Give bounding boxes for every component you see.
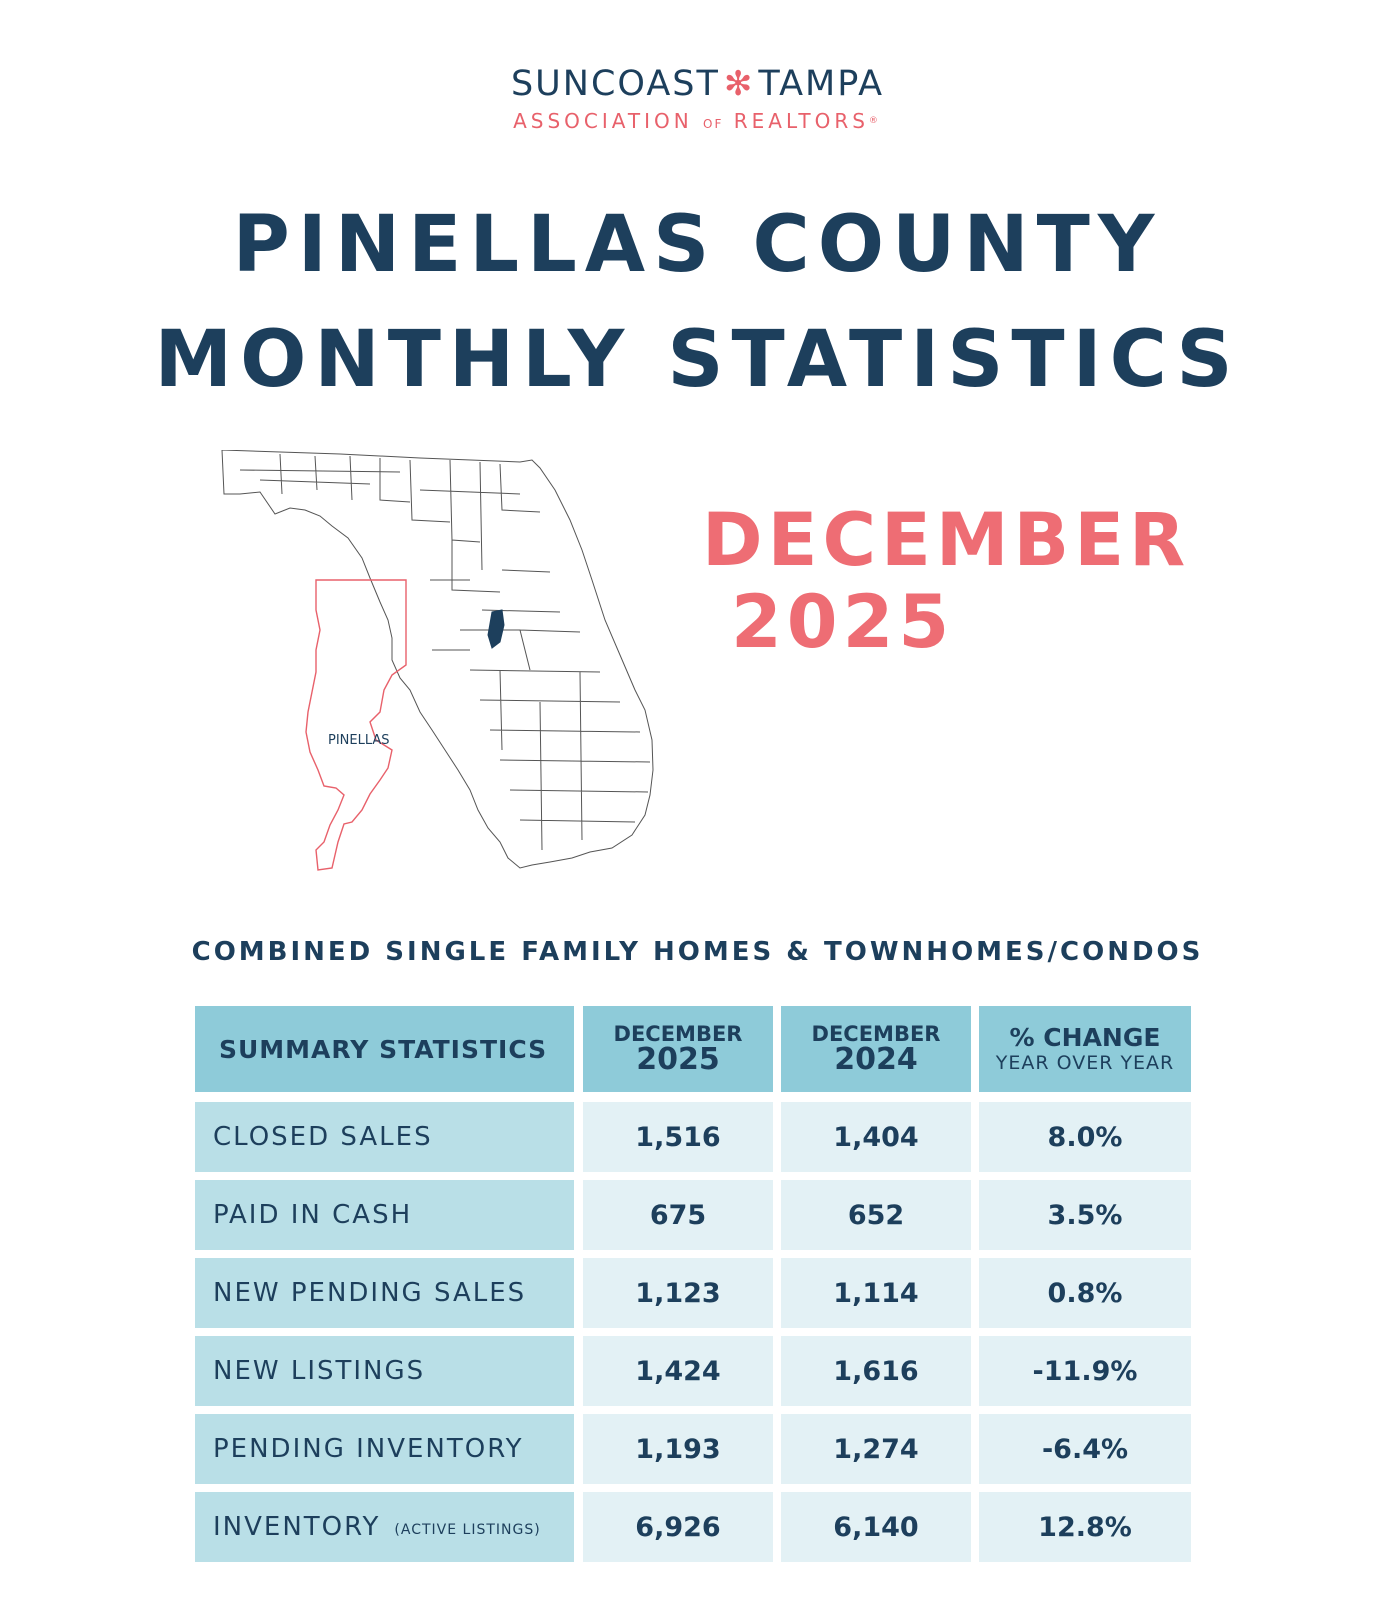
logo-line-2: ASSOCIATION OF REALTORS® (0, 106, 1395, 139)
header-december-2024: DECEMBER 2024 (781, 1006, 971, 1092)
row-label-cell: PAID IN CASH (195, 1180, 574, 1250)
logo-line-1: SUNCOAST ✻ TAMPA (0, 62, 1395, 106)
table-row: NEW PENDING SALES 1,123 1,114 0.8% (195, 1258, 1195, 1328)
value-change: 3.5% (979, 1180, 1191, 1250)
summary-table: SUMMARY STATISTICS DECEMBER 2025 DECEMBE… (195, 1006, 1195, 1570)
table-row: PAID IN CASH 675 652 3.5% (195, 1180, 1195, 1250)
page-title-line-1: PINELLAS COUNTY (232, 200, 1163, 290)
row-label-cell: CLOSED SALES (195, 1102, 574, 1172)
value-2024: 1,404 (781, 1102, 971, 1172)
report-month: DECEMBER (702, 498, 1191, 583)
logo-of: OF (703, 117, 724, 131)
row-label-cell: NEW PENDING SALES (195, 1258, 574, 1328)
logo-tampa: TAMPA (758, 64, 885, 104)
header-percent-change: % CHANGE YEAR OVER YEAR (979, 1006, 1191, 1092)
florida-outline (221, 450, 654, 869)
value-2025: 1,123 (583, 1258, 773, 1328)
logo-realtors: REALTORS (733, 109, 869, 133)
table-header-row: SUMMARY STATISTICS DECEMBER 2025 DECEMBE… (195, 1006, 1195, 1092)
value-2025: 1,193 (583, 1414, 773, 1484)
pinellas-label: PINELLAS (328, 733, 390, 748)
pinellas-highlight (487, 609, 505, 649)
header-december-2025: DECEMBER 2025 (583, 1006, 773, 1092)
table-row: CLOSED SALES 1,516 1,404 8.0% (195, 1102, 1195, 1172)
value-2024: 1,114 (781, 1258, 971, 1328)
table-row: PENDING INVENTORY 1,193 1,274 -6.4% (195, 1414, 1195, 1484)
page-title-line-2: MONTHLY STATISTICS (154, 315, 1241, 405)
table-row: INVENTORY (ACTIVE LISTINGS) 6,926 6,140 … (195, 1492, 1195, 1562)
registered-mark: ® (868, 116, 882, 126)
value-change: 0.8% (979, 1258, 1191, 1328)
value-2024: 6,140 (781, 1492, 971, 1562)
value-2024: 1,616 (781, 1336, 971, 1406)
pinellas-inset (305, 579, 407, 871)
row-label-cell: PENDING INVENTORY (195, 1414, 574, 1484)
value-change: -11.9% (979, 1336, 1191, 1406)
florida-map: PINELLAS (221, 450, 654, 871)
association-logo: SUNCOAST ✻ TAMPA ASSOCIATION OF REALTORS® (0, 62, 1395, 139)
value-change: 8.0% (979, 1102, 1191, 1172)
value-2025: 675 (583, 1180, 773, 1250)
row-label-cell: INVENTORY (ACTIVE LISTINGS) (195, 1492, 574, 1562)
report-year: 2025 (731, 580, 955, 665)
value-2025: 1,424 (583, 1336, 773, 1406)
logo-suncoast: SUNCOAST (510, 64, 720, 104)
value-2025: 6,926 (583, 1492, 773, 1562)
value-change: -6.4% (979, 1414, 1191, 1484)
star-icon: ✻ (723, 64, 755, 104)
value-2024: 652 (781, 1180, 971, 1250)
table-subtitle: COMBINED SINGLE FAMILY HOMES & TOWNHOMES… (191, 937, 1204, 967)
value-2024: 1,274 (781, 1414, 971, 1484)
value-2025: 1,516 (583, 1102, 773, 1172)
table-row: NEW LISTINGS 1,424 1,616 -11.9% (195, 1336, 1195, 1406)
value-change: 12.8% (979, 1492, 1191, 1562)
logo-association: ASSOCIATION (513, 109, 693, 133)
row-label-cell: NEW LISTINGS (195, 1336, 574, 1406)
row-note: (ACTIVE LISTINGS) (394, 1522, 541, 1538)
header-summary-statistics: SUMMARY STATISTICS (195, 1006, 574, 1092)
